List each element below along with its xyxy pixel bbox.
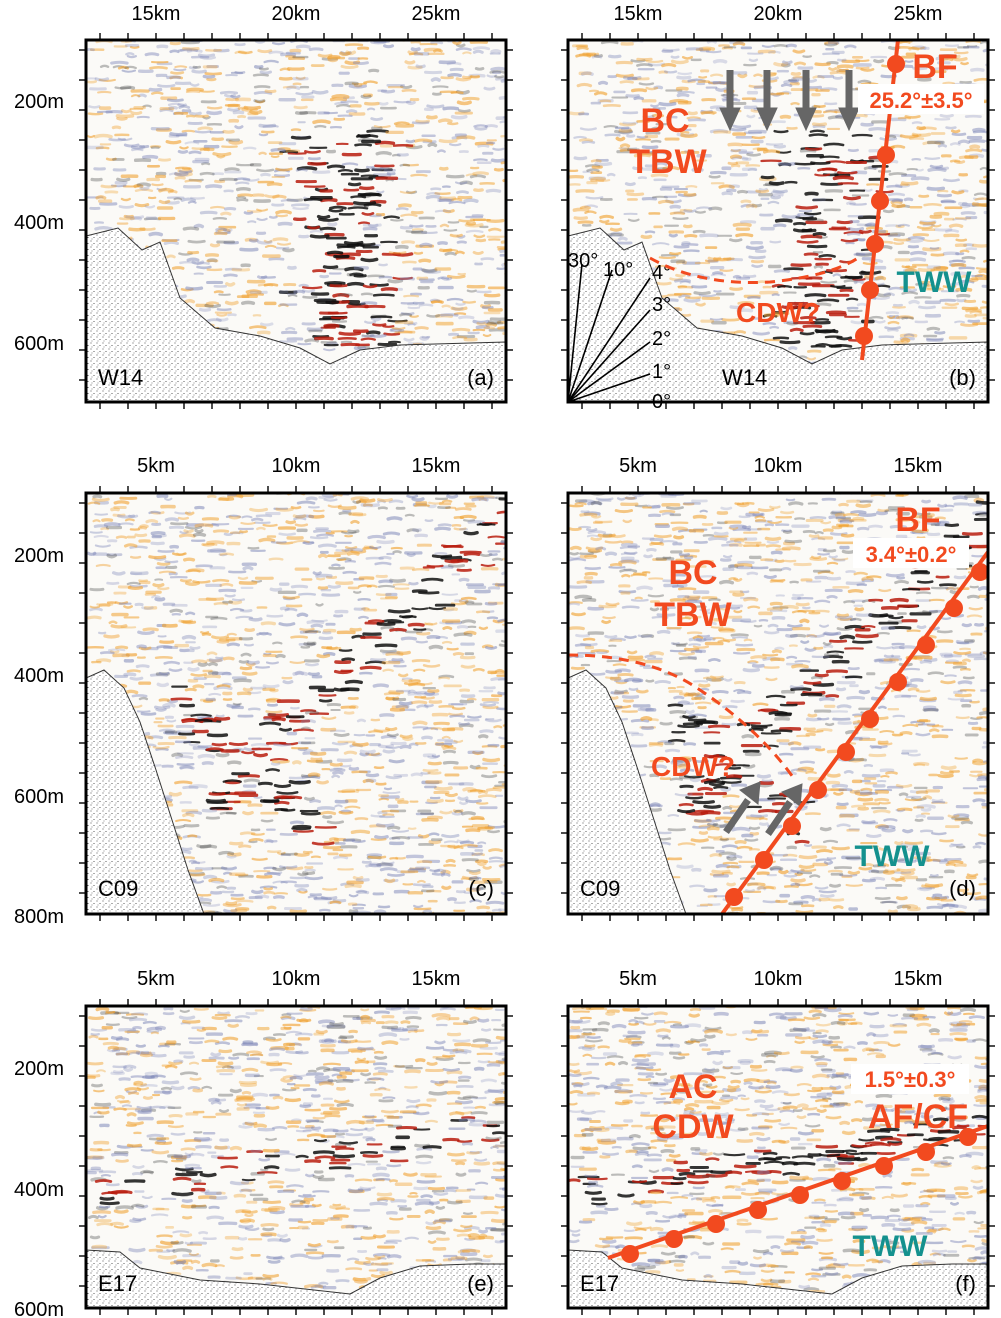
x-tick-label: 25km bbox=[894, 3, 943, 25]
x-tick-label: 10km bbox=[272, 455, 321, 477]
seafloor-f bbox=[568, 1249, 988, 1308]
station-label: C09 bbox=[580, 876, 620, 901]
x-tick-label: 20km bbox=[754, 3, 803, 25]
tww-label: TWW bbox=[855, 840, 931, 873]
water-mass-label: CDW bbox=[652, 1108, 734, 1146]
water-mass-label: TBW bbox=[629, 143, 707, 181]
water-mass-label: AC bbox=[668, 1068, 717, 1106]
panel-a: 15km 20km 25km 200m 400m 600m W14 (a) bbox=[14, 3, 508, 404]
front-angle-label: 3.4°±0.2° bbox=[866, 542, 957, 567]
front-angle-label: 1.5°±0.3° bbox=[865, 1067, 956, 1092]
x-tick-label: 10km bbox=[754, 455, 803, 477]
y-tick-label: 400m bbox=[14, 212, 64, 234]
tww-label: TWW bbox=[853, 1230, 929, 1263]
station-label: W14 bbox=[98, 365, 143, 390]
front-line-d bbox=[720, 550, 988, 914]
x-tick-label: 25km bbox=[412, 3, 461, 25]
seismic-image-a bbox=[86, 40, 506, 402]
water-mass-label: BC bbox=[668, 554, 717, 592]
panel-letter: (d) bbox=[949, 876, 976, 901]
down-arrow-icon bbox=[838, 70, 860, 132]
x-tick-label: 15km bbox=[614, 3, 663, 25]
x-tick-label: 15km bbox=[412, 455, 461, 477]
seafloor-e bbox=[86, 1249, 506, 1308]
water-mass-label: BC bbox=[640, 102, 689, 140]
front-label: AF/CF bbox=[868, 1098, 968, 1136]
cdw-boundary bbox=[567, 653, 797, 781]
station-label: E17 bbox=[580, 1271, 619, 1296]
angle-box bbox=[853, 538, 969, 568]
slope-label: 2° bbox=[652, 328, 671, 350]
y-tick-label: 200m bbox=[14, 91, 64, 113]
down-arrows bbox=[719, 70, 860, 132]
x-tick-label: 5km bbox=[137, 968, 175, 990]
up-arrows bbox=[723, 781, 803, 836]
seafloor-b bbox=[568, 227, 988, 402]
seafloor-c bbox=[86, 669, 205, 914]
cdw-label: CDW? bbox=[736, 297, 820, 328]
front-label: BF bbox=[895, 501, 940, 539]
x-tick-label: 15km bbox=[894, 968, 943, 990]
front-line-f bbox=[607, 1124, 988, 1263]
station-label: E17 bbox=[98, 1271, 137, 1296]
station-label: W14 bbox=[722, 365, 767, 390]
panel-d: BC TBW BF 3.4°±0.2° CDW? TWW 5km 10km 15… bbox=[566, 455, 990, 916]
y-tick-label: 200m bbox=[14, 1058, 64, 1080]
panel-letter: (c) bbox=[468, 876, 494, 901]
panel-b: 30° 10° 4° 3° 2° 1° 0° BC TBW BF 25.2° bbox=[566, 3, 990, 413]
axis-ticks bbox=[79, 33, 995, 1315]
x-tick-label: 5km bbox=[137, 455, 175, 477]
x-tick-label: 15km bbox=[412, 968, 461, 990]
seismic-image-f bbox=[568, 1006, 988, 1308]
y-tick-label: 600m bbox=[14, 1299, 64, 1318]
down-arrow-icon bbox=[719, 70, 741, 132]
angle-box bbox=[858, 84, 984, 114]
slope-scale bbox=[567, 263, 651, 403]
cdw-boundary bbox=[649, 256, 859, 284]
station-label: C09 bbox=[98, 876, 138, 901]
y-tick-label: 600m bbox=[14, 333, 64, 355]
cdw-label: CDW? bbox=[651, 751, 735, 782]
panel-c: 5km 10km 15km 200m 400m 600m 800m C09 (c… bbox=[14, 455, 508, 928]
up-arrow-icon bbox=[723, 781, 761, 834]
panel-f: AC CDW 1.5°±0.3° AF/CF TWW 5km 10km 15km… bbox=[566, 968, 990, 1310]
tww-label: TWW bbox=[897, 266, 973, 299]
up-arrow-icon bbox=[765, 783, 803, 836]
y-tick-label: 400m bbox=[14, 1179, 64, 1201]
seafloor-a bbox=[86, 227, 506, 402]
slope-label: 10° bbox=[603, 259, 633, 281]
slope-label: 30° bbox=[568, 250, 598, 272]
front-label: BF bbox=[912, 48, 957, 86]
y-tick-label: 600m bbox=[14, 786, 64, 808]
seismic-image-e bbox=[86, 1006, 506, 1308]
panel-letter: (a) bbox=[467, 365, 494, 390]
down-arrow-icon bbox=[795, 70, 817, 132]
x-tick-label: 15km bbox=[894, 455, 943, 477]
x-tick-label: 10km bbox=[272, 968, 321, 990]
panel-letter: (e) bbox=[467, 1271, 494, 1296]
y-tick-label: 800m bbox=[14, 906, 64, 928]
water-mass-label: TBW bbox=[654, 596, 732, 634]
panel-e: 5km 10km 15km 200m 400m 600m E17 (e) bbox=[14, 968, 508, 1318]
panel-letter: (f) bbox=[955, 1271, 976, 1296]
seafloor-d bbox=[568, 669, 687, 914]
y-tick-label: 400m bbox=[14, 665, 64, 687]
y-tick-label: 200m bbox=[14, 545, 64, 567]
panel-letter: (b) bbox=[949, 365, 976, 390]
front-angle-label: 25.2°±3.5° bbox=[869, 88, 972, 113]
x-tick-label: 10km bbox=[754, 968, 803, 990]
angle-box bbox=[851, 1064, 969, 1094]
slope-label: 3° bbox=[652, 294, 671, 316]
down-arrow-icon bbox=[756, 70, 778, 132]
x-tick-label: 15km bbox=[132, 3, 181, 25]
x-tick-label: 5km bbox=[619, 455, 657, 477]
x-tick-label: 5km bbox=[619, 968, 657, 990]
x-tick-label: 20km bbox=[272, 3, 321, 25]
slope-label: 1° bbox=[652, 361, 671, 383]
